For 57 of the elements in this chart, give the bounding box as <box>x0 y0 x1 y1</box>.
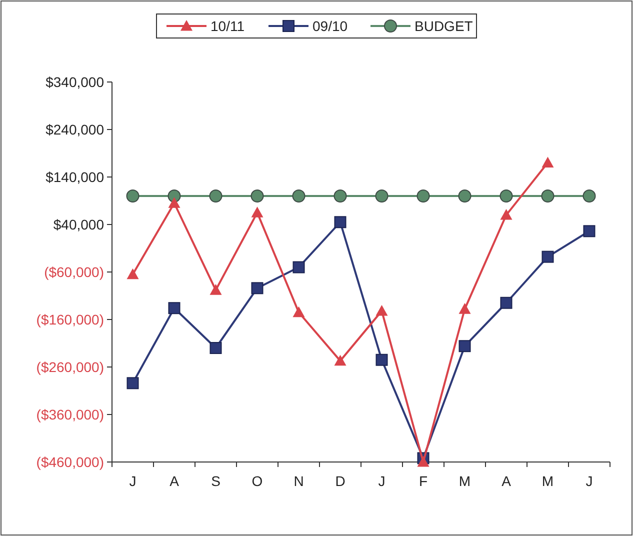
y-tick-label: ($260,000) <box>36 358 104 375</box>
point <box>210 284 222 295</box>
point <box>292 261 305 274</box>
point <box>500 190 513 202</box>
legend-label: BUDGET <box>414 18 474 34</box>
point <box>376 304 388 316</box>
x-tick-label: D <box>335 473 346 489</box>
legend-label: 09/10 <box>312 18 348 34</box>
x-tick-label: J <box>378 473 386 489</box>
point <box>500 296 512 309</box>
point <box>458 340 471 352</box>
point <box>458 190 472 202</box>
point <box>500 209 512 220</box>
point <box>126 190 140 202</box>
point <box>209 190 222 202</box>
y-tick-label: ($460,000) <box>36 454 104 470</box>
x-tick-label: J <box>586 473 593 489</box>
point <box>582 190 596 202</box>
point <box>541 190 554 202</box>
point <box>126 268 139 280</box>
point <box>583 225 596 238</box>
x-tick-label: J <box>129 473 136 489</box>
x-tick-label: M <box>542 473 554 489</box>
x-tick-label: F <box>418 473 428 489</box>
point <box>376 354 388 366</box>
x-tick-label: S <box>211 473 220 489</box>
point <box>542 250 554 263</box>
point <box>542 156 554 168</box>
point <box>375 190 388 202</box>
y-tick-label: ($160,000) <box>36 311 104 328</box>
point <box>168 302 180 314</box>
x-tick-label: A <box>502 473 512 489</box>
point <box>334 216 346 228</box>
x-tick-label: O <box>252 473 263 489</box>
point <box>251 282 264 294</box>
y-tick-label: $240,000 <box>46 121 104 138</box>
point <box>126 377 139 390</box>
y-tick-label: ($60,000) <box>44 264 104 280</box>
point <box>292 190 306 202</box>
point <box>458 303 471 314</box>
point <box>416 190 430 202</box>
y-tick-label: $40,000 <box>53 216 104 232</box>
point <box>334 354 346 366</box>
point <box>292 306 305 318</box>
x-tick-label: A <box>170 473 180 489</box>
point <box>417 456 430 467</box>
y-tick-label: $140,000 <box>46 168 104 185</box>
legend-label: 10/11 <box>210 18 245 34</box>
y-tick-label: $340,000 <box>46 74 104 90</box>
point <box>334 190 347 202</box>
point <box>251 206 264 218</box>
x-tick-label: N <box>294 473 304 489</box>
point <box>210 342 222 354</box>
point <box>168 197 180 208</box>
x-tick-label: M <box>458 473 471 489</box>
point <box>250 190 264 202</box>
y-tick-label: ($360,000) <box>36 406 104 422</box>
